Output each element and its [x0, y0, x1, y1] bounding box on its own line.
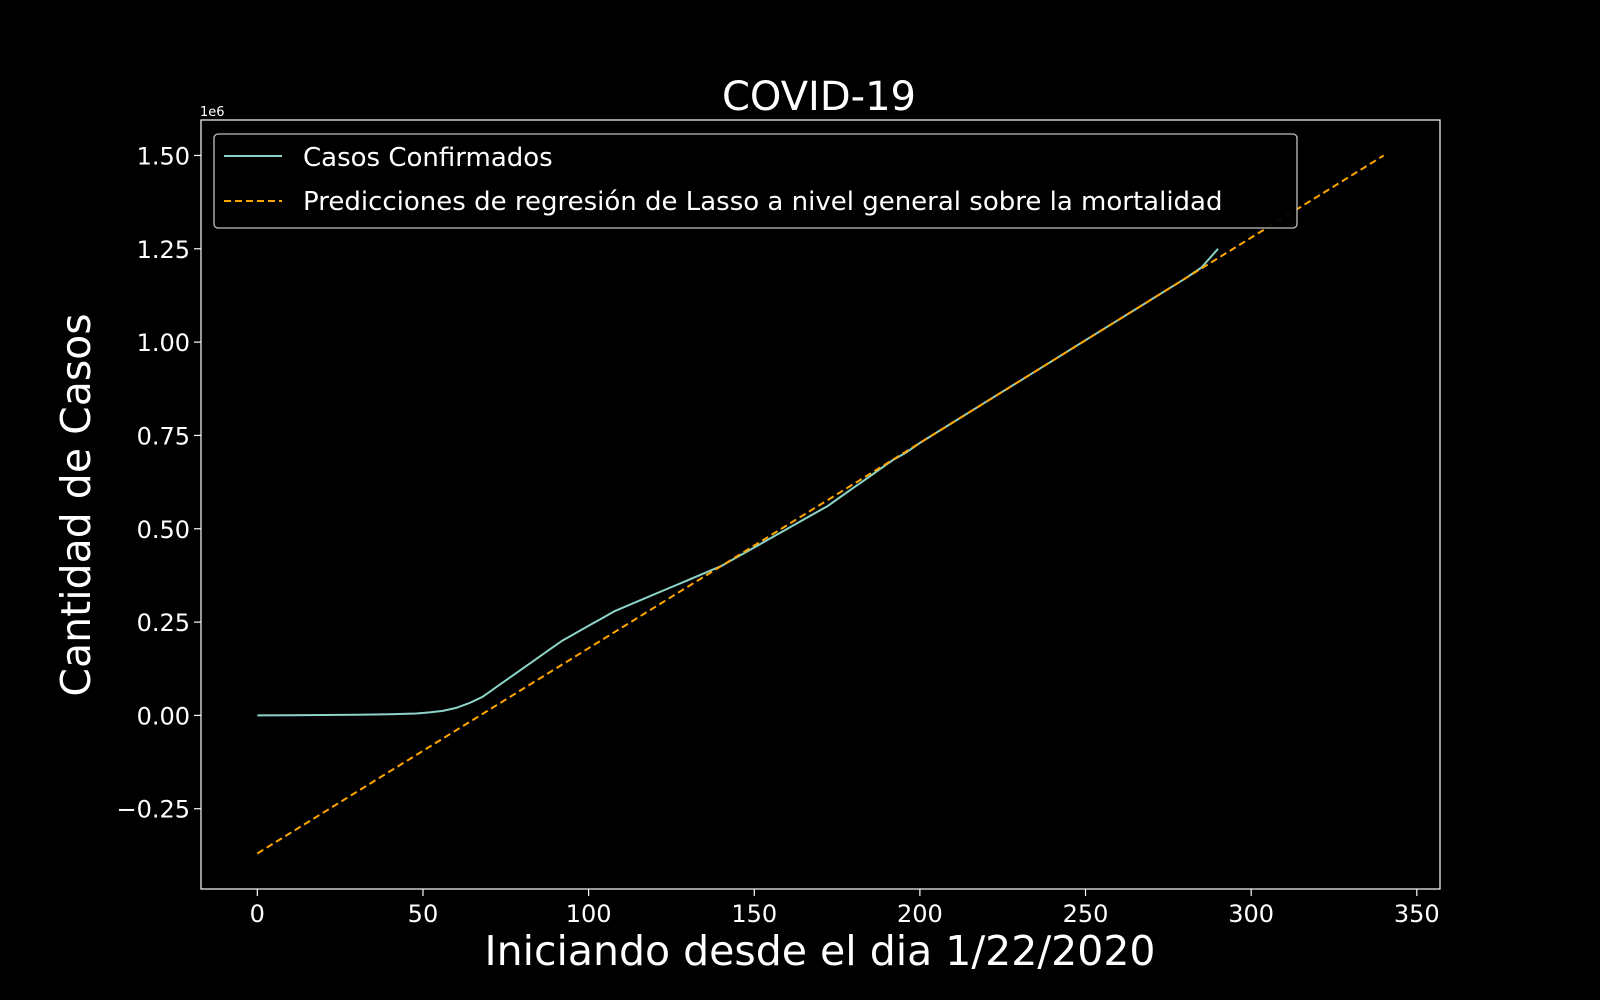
x-tick-label: 350 — [1394, 900, 1440, 928]
x-tick-label: 0 — [250, 900, 265, 928]
legend-label-prediction: Predicciones de regresión de Lasso a niv… — [303, 187, 1222, 217]
series-line-prediction — [256, 154, 1385, 855]
y-axis-ticks: −0.25 0.00 0.25 0.50 0.75 1.00 1.25 1.50 — [116, 142, 201, 824]
y-tick-label: 0.75 — [137, 422, 190, 450]
x-tick-label: 50 — [408, 900, 439, 928]
legend-box — [213, 133, 1298, 229]
x-tick-label: 150 — [731, 900, 777, 928]
x-axis-label: Iniciando desde el dia 1/22/2020 — [485, 927, 1156, 975]
x-tick-label: 300 — [1228, 900, 1274, 928]
series-layer — [256, 154, 1385, 855]
y-tick-label: 1.00 — [137, 329, 190, 357]
chart-title: COVID-19 — [722, 74, 916, 120]
y-axis-label: Cantidad de Casos — [52, 313, 100, 696]
x-tick-label: 250 — [1063, 900, 1109, 928]
y-tick-label: 0.00 — [137, 702, 190, 730]
legend-label-confirmed: Casos Confirmados — [303, 143, 553, 173]
series-line-confirmed — [257, 248, 1219, 717]
x-tick-label: 100 — [566, 900, 612, 928]
y-tick-label: 0.50 — [137, 516, 190, 544]
y-axis-offset-label: 1e6 — [200, 105, 225, 120]
y-tick-label: −0.25 — [116, 796, 190, 824]
y-tick-label: 1.25 — [137, 236, 190, 264]
y-tick-label: 0.25 — [137, 609, 190, 637]
x-axis-ticks: 0 50 100 150 200 250 300 350 — [250, 889, 1440, 928]
x-tick-label: 200 — [897, 900, 943, 928]
y-tick-label: 1.50 — [137, 142, 190, 170]
plot-frame — [200, 119, 1441, 890]
legend: Casos Confirmados Predicciones de regres… — [213, 133, 1298, 229]
